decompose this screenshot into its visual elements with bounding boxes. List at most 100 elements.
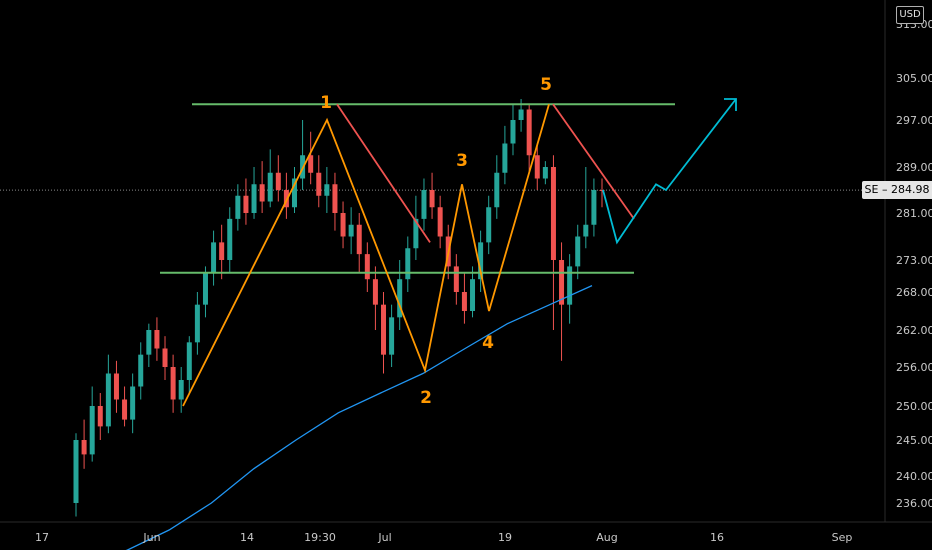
- candle-body: [453, 266, 459, 292]
- grid-lines: [0, 0, 932, 523]
- candle: [542, 161, 548, 185]
- candle: [381, 292, 387, 374]
- candle: [122, 386, 128, 427]
- candle-body: [211, 242, 217, 273]
- candle-body: [332, 184, 338, 213]
- y-tick-label: 236.00: [896, 497, 932, 510]
- candle: [81, 419, 87, 469]
- candle-body: [340, 213, 346, 237]
- candle: [308, 131, 314, 185]
- candle: [494, 155, 500, 219]
- y-tick-label: 250.00: [896, 400, 932, 413]
- candle-body: [105, 373, 111, 427]
- candle-body: [437, 207, 443, 237]
- candle-body: [202, 272, 208, 305]
- candle-body: [429, 190, 435, 208]
- candle: [583, 167, 589, 249]
- projection-path: [602, 98, 737, 245]
- candle-body: [178, 380, 184, 400]
- candle: [389, 304, 395, 367]
- candle-body: [81, 440, 87, 455]
- candle: [243, 178, 249, 225]
- y-tick-label: 268.00: [896, 286, 932, 299]
- downtrend-line-2: [552, 103, 635, 220]
- candle-body: [170, 367, 176, 400]
- candle-body: [194, 304, 200, 343]
- candle: [316, 155, 322, 208]
- candle: [227, 207, 233, 273]
- candle-body: [389, 317, 395, 355]
- candle-body: [583, 224, 589, 237]
- y-tick-label: 245.00: [896, 434, 932, 447]
- candle-body: [599, 190, 605, 191]
- y-tick-label: 262.00: [896, 324, 932, 337]
- wave-label: 3: [456, 151, 468, 171]
- candle: [162, 336, 168, 380]
- wave-path: [182, 104, 550, 407]
- candle: [211, 230, 217, 286]
- currency-badge[interactable]: USD: [896, 6, 924, 24]
- candle: [340, 201, 346, 249]
- candle: [113, 360, 119, 413]
- candle: [567, 254, 573, 324]
- candle-body: [251, 184, 257, 213]
- x-tick-label: 19:30: [304, 531, 336, 544]
- x-tick-label: 19: [498, 531, 512, 544]
- candle: [300, 120, 306, 190]
- candle: [510, 104, 516, 156]
- last-price-tag: SE – 284.98: [862, 181, 932, 200]
- y-tick-label: 289.00: [896, 161, 932, 174]
- candle-body: [413, 218, 419, 249]
- candle-body: [348, 224, 354, 237]
- candle: [461, 272, 467, 324]
- candle-body: [542, 167, 548, 179]
- candle-body: [259, 184, 265, 202]
- candle-body: [478, 242, 484, 280]
- candle-body: [421, 190, 427, 219]
- candle-body: [113, 373, 119, 400]
- candle: [130, 373, 136, 434]
- candle: [97, 393, 103, 440]
- x-tick-label: 14: [240, 531, 254, 544]
- candle: [470, 266, 476, 318]
- candle-body: [227, 218, 233, 260]
- candle: [138, 342, 144, 400]
- candle-body: [526, 109, 532, 156]
- candle-body: [461, 292, 467, 311]
- candle: [526, 104, 532, 173]
- candle-body: [316, 172, 322, 196]
- candle: [364, 242, 370, 292]
- candle: [186, 336, 192, 393]
- candle: [559, 242, 565, 361]
- candle: [437, 195, 443, 249]
- candlesticks: [73, 99, 605, 517]
- candle: [324, 167, 330, 213]
- candle: [267, 149, 273, 208]
- candle: [550, 155, 556, 330]
- wave-labels: 1 2 3 4 5: [320, 75, 552, 408]
- candle-body: [243, 195, 249, 213]
- candle-body: [186, 342, 192, 380]
- moving-average: [125, 285, 593, 550]
- candle-body: [550, 167, 556, 260]
- candle: [194, 292, 200, 355]
- candle-body: [219, 242, 225, 260]
- candle: [348, 207, 354, 255]
- candle: [275, 155, 281, 202]
- candle-body: [494, 172, 500, 208]
- candle-body: [154, 330, 160, 349]
- candle-body: [130, 386, 136, 420]
- candle-body: [591, 190, 597, 225]
- candle: [405, 236, 411, 292]
- candle: [429, 172, 435, 219]
- candle: [453, 254, 459, 305]
- candle: [178, 367, 184, 413]
- downtrend-line-1: [336, 103, 431, 243]
- projection-arrowhead: [724, 98, 737, 111]
- candle: [534, 143, 540, 190]
- candle: [372, 266, 378, 330]
- wave-pattern: [182, 98, 737, 407]
- y-tick-label: 305.00: [896, 72, 932, 85]
